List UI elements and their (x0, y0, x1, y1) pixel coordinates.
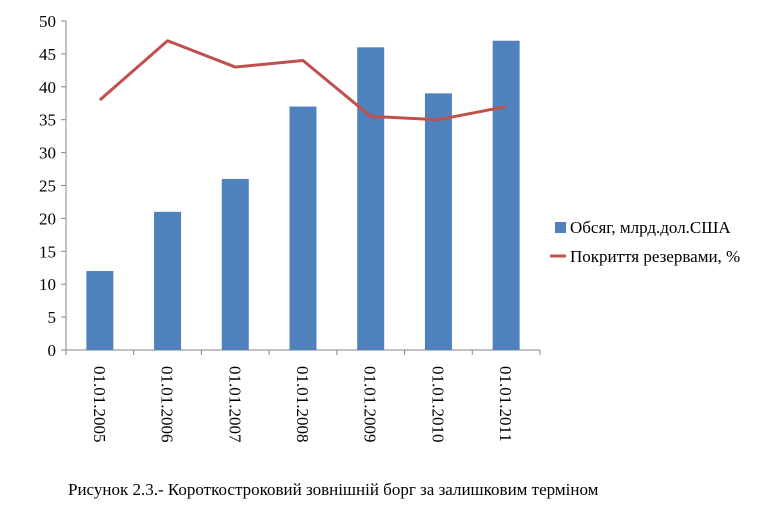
bar (221, 178, 249, 350)
legend: Обсяг, млрд.дол.США Покриття резервами, % (550, 218, 740, 266)
y-tick-label: 25 (39, 177, 56, 196)
line-series (98, 39, 507, 122)
bar (289, 106, 317, 350)
x-tick-label: 01.01.2009 (361, 366, 380, 443)
y-tick-label: 0 (48, 341, 57, 360)
y-tick-label: 45 (39, 45, 56, 64)
x-tick-label: 01.01.2011 (496, 366, 515, 442)
y-tick-label: 40 (39, 78, 56, 97)
bar (86, 271, 114, 350)
bar-series (86, 40, 520, 351)
bar (154, 211, 182, 350)
bar (424, 93, 452, 350)
x-tick-label: 01.01.2010 (428, 366, 447, 443)
x-tick-label: 01.01.2008 (293, 366, 312, 443)
y-tick-label: 10 (39, 275, 56, 294)
figure-caption: Рисунок 2.3.- Короткостроковий зовнішній… (68, 480, 599, 499)
x-axis-ticks: 01.01.2005 01.01.2006 01.01.2007 01.01.2008… (65, 350, 541, 443)
y-tick-label: 5 (48, 308, 57, 327)
x-tick-label: 01.01.2005 (90, 366, 109, 443)
line-series-path (98, 39, 507, 122)
y-tick-label: 30 (39, 144, 56, 163)
legend-swatch-bar (555, 222, 566, 233)
legend-label-line: Покриття резервами, % (570, 247, 740, 266)
y-tick-label: 35 (39, 111, 56, 130)
y-tick-label: 20 (39, 209, 56, 228)
y-axis-ticks: 0 5 10 15 20 25 30 35 40 45 50 (39, 12, 66, 360)
x-tick-label: 01.01.2006 (158, 366, 177, 443)
y-tick-label: 50 (39, 12, 56, 31)
legend-label-bar: Обсяг, млрд.дол.США (570, 218, 731, 237)
bar (492, 40, 520, 351)
chart: 0 5 10 15 20 25 30 35 40 45 50 01.01.2005 01.01.200… (39, 12, 740, 443)
bar (357, 47, 385, 350)
x-tick-label: 01.01.2007 (225, 366, 244, 443)
y-tick-label: 15 (39, 242, 56, 261)
